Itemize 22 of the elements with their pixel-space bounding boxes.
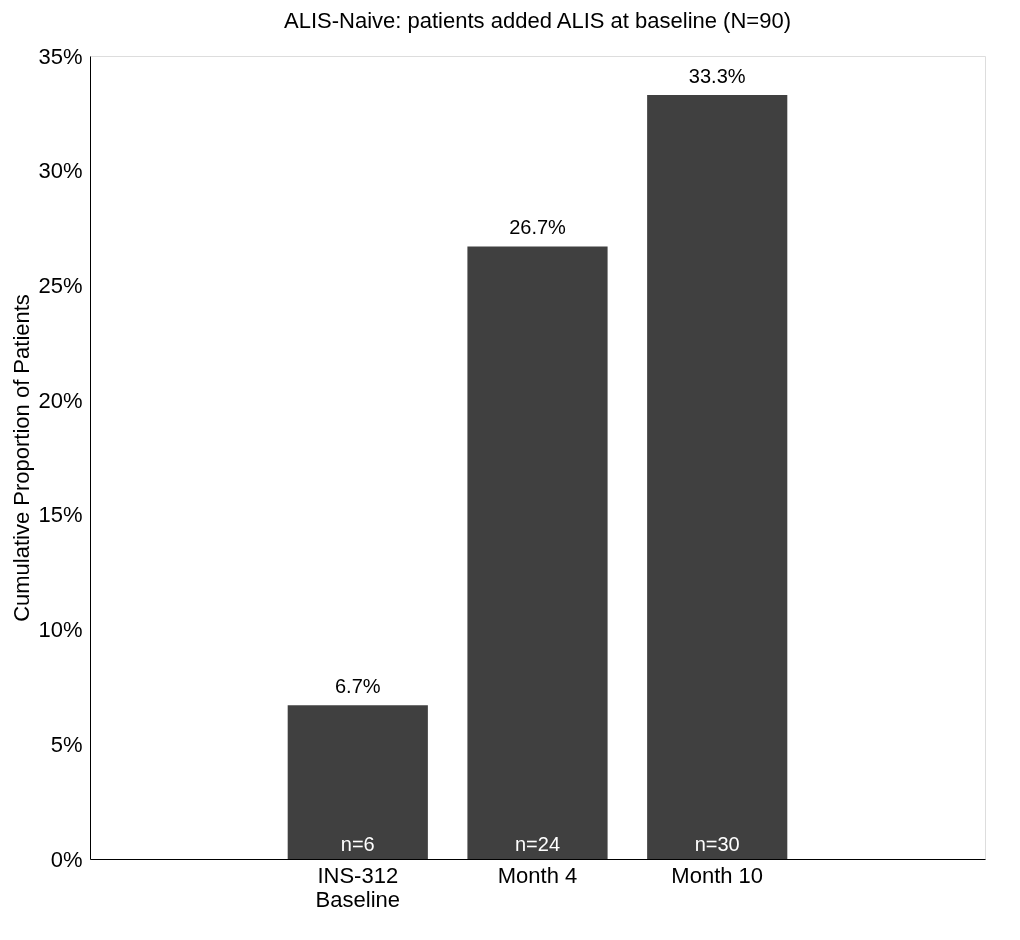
y-tick-label: 35% — [38, 43, 83, 69]
data-label: 33.3% — [688, 65, 746, 87]
y-tick-label: 30% — [38, 158, 83, 184]
x-tick-label: Month 4 — [497, 862, 578, 888]
annotation: n=30 — [694, 833, 740, 855]
data-label: 26.7% — [509, 216, 567, 239]
bar — [467, 246, 608, 859]
chart-title: ALIS-Naive: patients added ALIS at baseline (N=90) — [284, 8, 791, 33]
y-tick-label: 25% — [38, 272, 83, 298]
data-label: 6.7% — [334, 675, 381, 698]
y-axis-title: Cumulative Proportion of Patients — [9, 294, 35, 622]
y-tick-label: 15% — [38, 502, 83, 528]
annotation: n=24 — [514, 833, 561, 855]
y-tick-label: 10% — [38, 617, 83, 643]
y-tick-label: 5% — [50, 731, 83, 757]
y-tick-label: 0% — [50, 846, 83, 872]
annotation: n=6 — [340, 833, 375, 855]
bar — [287, 705, 428, 859]
x-tick-label: INS-312 Baseline — [315, 862, 400, 912]
y-tick-label: 20% — [38, 387, 83, 413]
x-tick-label: Month 10 — [671, 862, 764, 888]
bar — [647, 95, 788, 859]
